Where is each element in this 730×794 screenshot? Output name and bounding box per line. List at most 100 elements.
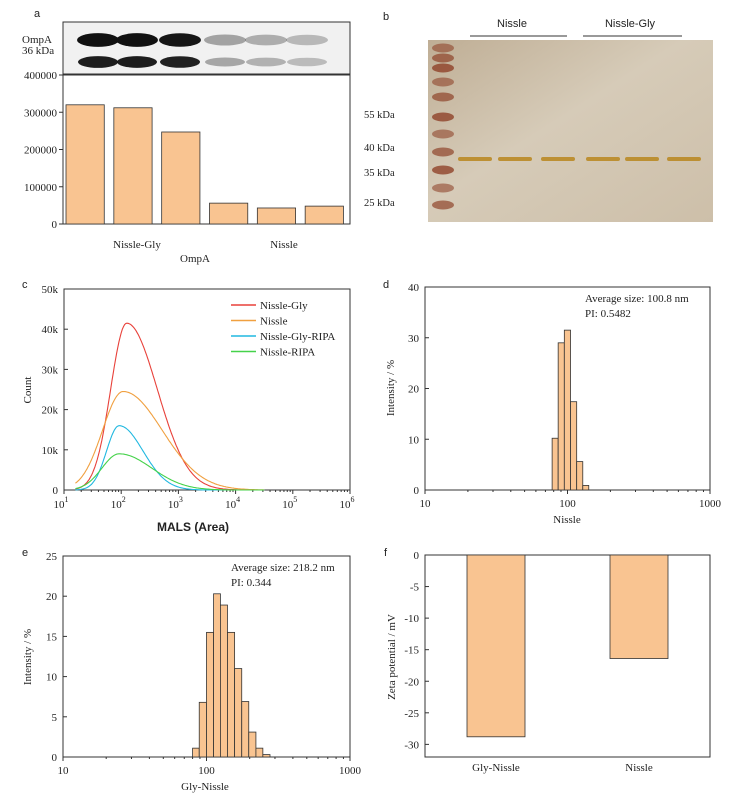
- gel-marker-25: 25 kDa: [364, 198, 395, 209]
- y-tick-label: -30: [404, 739, 419, 751]
- gel-marker-40: 40 kDa: [364, 143, 395, 154]
- y-tick-label: -15: [404, 645, 419, 657]
- histogram-bar: [198, 701, 207, 758]
- ladder-band: [432, 112, 454, 122]
- y-tick-label: 200000: [24, 145, 58, 157]
- bar: [466, 554, 526, 738]
- ladder-band: [432, 77, 454, 87]
- x-tick-label: 104: [225, 495, 240, 511]
- blot-band-lower: [246, 57, 286, 67]
- gel-band: [625, 157, 659, 161]
- bar: [65, 104, 105, 225]
- y-tick-label: 20k: [42, 405, 59, 417]
- x-tick-label: 102: [111, 495, 126, 511]
- bar: [161, 131, 201, 225]
- ladder-band: [432, 147, 454, 157]
- panel-letter-f: f: [384, 547, 388, 559]
- x-tick-label: 1000: [339, 765, 362, 777]
- x-tick-label: 101: [54, 495, 69, 511]
- y-tick-label: 30: [408, 333, 420, 345]
- gel-band: [541, 157, 575, 161]
- panel-f: f 0 -5 -10 -15 -20 -25 -30 Gly-Nissle Nissle Ze…: [384, 547, 711, 774]
- chart-a-group-label-nissle: Nissle: [270, 239, 298, 251]
- histogram-bar: [570, 401, 578, 491]
- chart-e-annotation-size: Average size: 218.2 nm: [231, 562, 335, 574]
- y-tick-label: 10: [46, 672, 58, 684]
- gel-band: [498, 157, 532, 161]
- histogram-bar: [557, 342, 565, 491]
- chart-f-y-label: Zeta potential / mV: [386, 614, 398, 700]
- chart-a: 0 100000 200000 300000 400000 Nissle-Gly Nis…: [24, 70, 351, 265]
- histogram-bar: [220, 604, 228, 758]
- chart-a-frame: [62, 74, 351, 225]
- y-tick-label: 0: [52, 219, 58, 231]
- histogram-bar: [241, 701, 250, 758]
- y-tick-label: 40: [408, 282, 420, 294]
- y-tick-label: 50k: [42, 284, 59, 296]
- chart-e-y-label: Intensity / %: [22, 629, 34, 685]
- histogram-bar: [563, 329, 571, 491]
- series-line: [75, 453, 265, 491]
- gel-band: [667, 157, 701, 161]
- y-tick-label: 0: [53, 485, 59, 497]
- blot-band-upper: [286, 34, 328, 46]
- histogram-bar: [582, 485, 590, 491]
- gel-marker-55: 55 kDa: [364, 110, 395, 121]
- chart-a-y-ticks: 0 100000 200000 300000 400000: [24, 70, 63, 231]
- y-tick-label: -5: [410, 582, 420, 594]
- x-tick-label: 1000: [699, 498, 722, 510]
- y-tick-label: 20: [408, 384, 420, 396]
- x-tick-label: 100: [198, 765, 215, 777]
- y-tick-label: -25: [404, 708, 419, 720]
- x-tick-label: 100: [559, 498, 576, 510]
- chart-d-x-label: Nissle: [553, 514, 581, 526]
- histogram-bar: [213, 593, 221, 758]
- legend-label: Nissle-RIPA: [260, 347, 315, 359]
- y-tick-label: -20: [404, 676, 419, 688]
- y-tick-label: 0: [414, 550, 420, 562]
- chart-d-y-label: Intensity / %: [385, 360, 397, 416]
- blot-band-lower: [287, 57, 327, 67]
- x-tick-label: 103: [168, 495, 183, 511]
- blot-label-kda: 36 kDa: [22, 45, 54, 57]
- chart-f-frame: [424, 554, 711, 758]
- chart-c-y-label: Count: [22, 377, 34, 404]
- chart-f-bars: Gly-Nissle Nissle: [466, 554, 669, 774]
- y-tick-label: 25: [46, 551, 58, 563]
- ladder-band: [432, 200, 454, 210]
- ladder-band: [432, 43, 454, 53]
- series-line: [75, 425, 265, 491]
- x-tick-label: 10: [58, 765, 70, 777]
- chart-d-annotation-pi: PI: 0.5482: [585, 308, 631, 320]
- y-tick-label: 10k: [42, 445, 59, 457]
- ladder-band: [432, 183, 454, 193]
- gel-band: [586, 157, 620, 161]
- panel-b: b Nissle Nissle-Gly 55 kDa 40 kDa 35 kDa…: [364, 11, 713, 222]
- y-tick-label: 0: [52, 752, 58, 764]
- chart-e-ticks: 0 5 10 15 20 25 10 100 1000: [46, 551, 362, 777]
- blot-band-lower: [78, 56, 118, 68]
- y-tick-label: 0: [414, 485, 420, 497]
- blot-band-upper: [204, 34, 246, 46]
- x-tick-label: 105: [282, 495, 297, 511]
- y-tick-label: 5: [52, 712, 58, 724]
- legend-label: Nissle-Gly: [260, 300, 308, 312]
- chart-a-group-label-nissle-gly: Nissle-Gly: [113, 239, 161, 251]
- x-tick-label: 10: [420, 498, 432, 510]
- chart-a-x-label: OmpA: [180, 253, 210, 265]
- chart-c-frame: [63, 288, 351, 491]
- blot-bands: [77, 33, 328, 68]
- panel-letter-e: e: [22, 547, 28, 559]
- blot-band-lower: [160, 56, 200, 68]
- x-tick-label: 106: [340, 495, 355, 511]
- panel-letter-d: d: [383, 279, 389, 291]
- y-tick-label: 300000: [24, 107, 58, 119]
- panel-letter-b: b: [383, 11, 389, 23]
- histogram-bar: [255, 747, 264, 758]
- blot-band-upper: [116, 33, 158, 47]
- histogram-bar: [227, 631, 236, 758]
- panel-e: e 0 5 10 15 20 25 10 100 1000 Average size: 218.…: [22, 547, 362, 793]
- y-tick-label: 40k: [42, 324, 59, 336]
